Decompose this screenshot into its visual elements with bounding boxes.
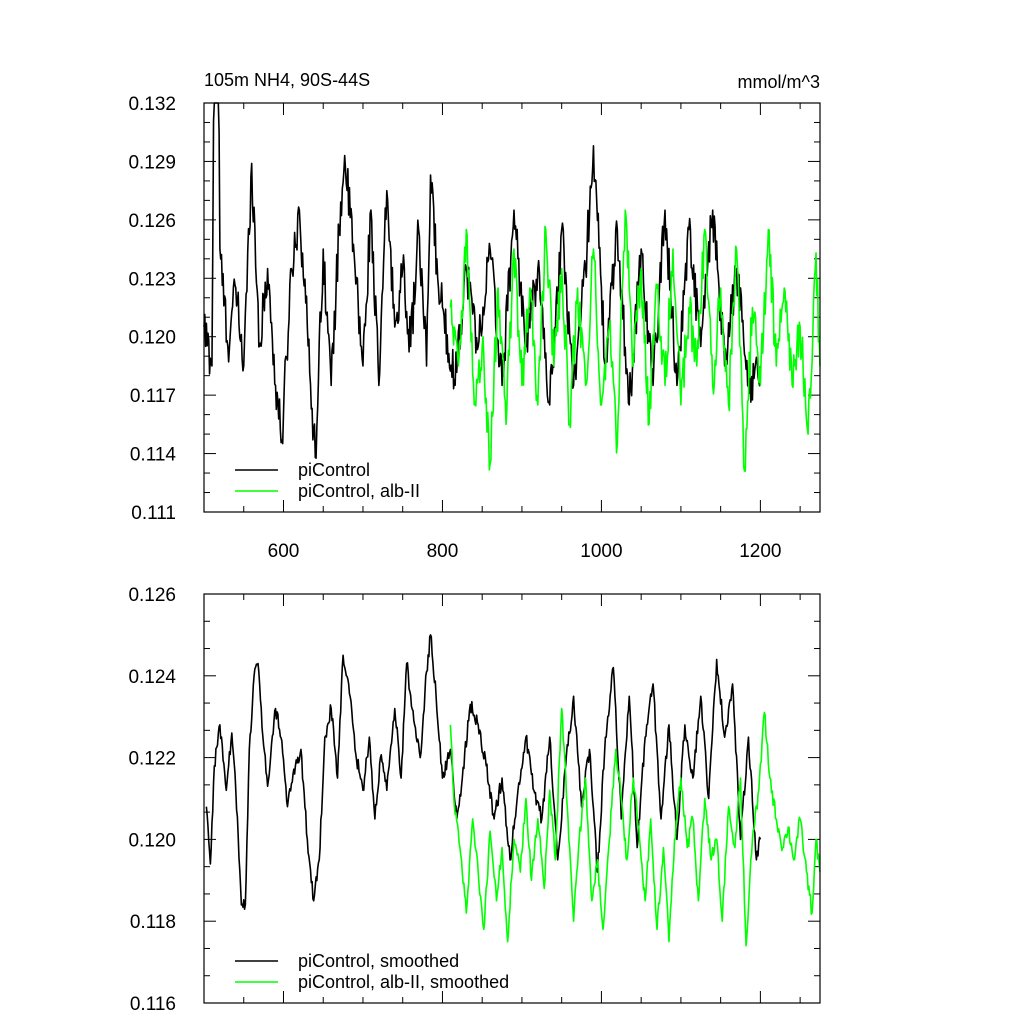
x-tick-label: 1000 [580,541,622,562]
y-tick-label: 0.122 [128,749,176,770]
axis-tick-labels: 0.111 0.114 0.117 0.120 0.123 0.126 0.129 0.132… [128,94,781,562]
legend-label-picontrol-smoothed: piControl, smoothed [298,951,459,971]
chart-panel-bottom: 0.116 0.118 0.120 0.122 0.124 0.126 piControl… [128,585,821,1015]
series-line-picontrol-smoothed [205,634,762,910]
data-lines [203,102,821,472]
plot-frame [203,593,821,1004]
series-line-picontrol [203,102,762,459]
y-tick-label: 0.123 [128,269,176,290]
y-tick-label: 0.118 [130,912,176,933]
y-tick-label: 0.126 [128,211,176,232]
y-tick-label: 0.117 [130,386,176,407]
chart-units: mmol/m^3 [738,72,820,92]
data-lines [205,634,821,947]
axis-tick-labels: 0.116 0.118 0.120 0.122 0.124 0.126 [128,585,176,1015]
x-tick-label: 800 [427,541,459,562]
y-tick-label: 0.111 [131,503,176,524]
legend: piControl, smoothed piControl, alb-II, s… [235,951,509,992]
y-tick-label: 0.120 [128,830,176,851]
legend-label-picontrol-alb-ii-smoothed: piControl, alb-II, smoothed [298,972,509,992]
y-tick-label: 0.116 [130,994,176,1015]
series-line-picontrol-alb-ii-smoothed [449,707,821,947]
y-tick-label: 0.120 [128,328,176,349]
chart-title: 105m NH4, 90S-44S [204,70,370,90]
y-tick-label: 0.126 [128,585,176,606]
axis-ticks [203,593,820,1004]
legend-label-picontrol: piControl [298,460,370,480]
x-tick-label: 600 [268,541,300,562]
x-tick-label: 1200 [739,541,781,562]
y-tick-label: 0.129 [128,152,176,173]
y-tick-label: 0.114 [130,445,177,466]
plot-frame [203,102,821,513]
series-line-picontrol-alb-ii [449,209,821,472]
y-tick-label: 0.124 [128,667,176,688]
chart-panel-top: 105m NH4, 90S-44S mmol/m^3 0.1110.1140.1… [128,70,821,562]
legend: piControl piControl, alb-II [235,460,420,501]
y-tick-label: 0.132 [128,94,176,115]
legend-label-picontrol-alb-ii: piControl, alb-II [298,481,420,501]
